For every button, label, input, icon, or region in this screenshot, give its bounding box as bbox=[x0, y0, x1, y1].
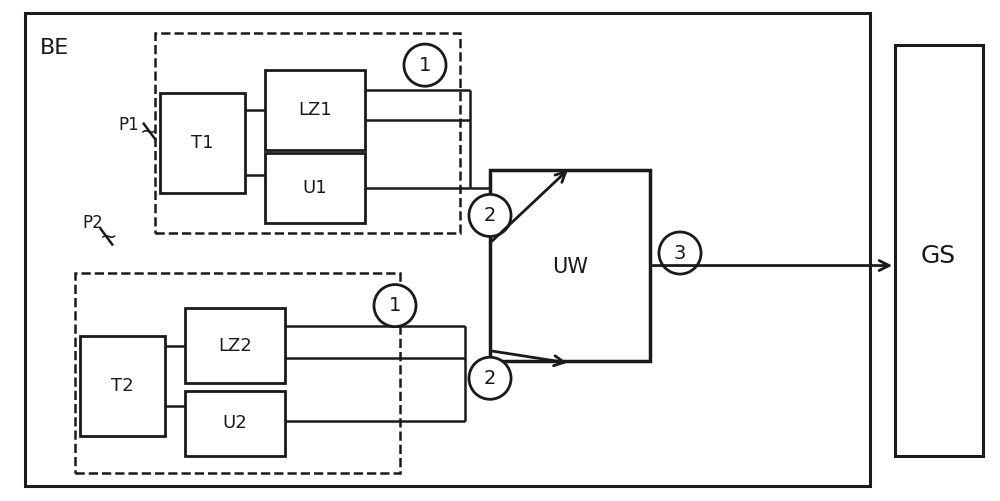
Ellipse shape bbox=[469, 194, 511, 236]
Bar bbox=[185, 391, 285, 456]
Text: P2: P2 bbox=[82, 214, 103, 232]
Bar bbox=[75, 273, 400, 473]
Ellipse shape bbox=[659, 232, 701, 274]
Bar bbox=[80, 336, 165, 436]
Bar bbox=[25, 13, 870, 486]
Text: P1: P1 bbox=[118, 116, 139, 134]
Text: 3: 3 bbox=[674, 243, 686, 263]
Bar bbox=[265, 70, 365, 150]
Text: T1: T1 bbox=[191, 134, 213, 152]
Text: U2: U2 bbox=[223, 414, 247, 432]
Text: 2: 2 bbox=[484, 206, 496, 225]
Text: LZ1: LZ1 bbox=[298, 101, 332, 119]
Text: T2: T2 bbox=[111, 377, 133, 395]
Bar bbox=[490, 170, 650, 361]
Bar bbox=[160, 93, 245, 193]
Ellipse shape bbox=[374, 285, 416, 327]
Text: ~: ~ bbox=[99, 226, 117, 246]
Text: 1: 1 bbox=[389, 296, 401, 315]
Text: LZ2: LZ2 bbox=[218, 337, 252, 355]
Text: 1: 1 bbox=[419, 56, 431, 75]
Ellipse shape bbox=[404, 44, 446, 86]
Text: BE: BE bbox=[40, 38, 69, 58]
Text: 2: 2 bbox=[484, 369, 496, 388]
Bar bbox=[155, 33, 460, 233]
Text: UW: UW bbox=[552, 257, 588, 277]
Bar bbox=[265, 153, 365, 223]
Text: GS: GS bbox=[920, 243, 956, 268]
Bar bbox=[895, 45, 983, 456]
Text: U1: U1 bbox=[303, 179, 327, 197]
Text: ~: ~ bbox=[139, 121, 157, 141]
Ellipse shape bbox=[469, 357, 511, 399]
Bar bbox=[185, 308, 285, 383]
